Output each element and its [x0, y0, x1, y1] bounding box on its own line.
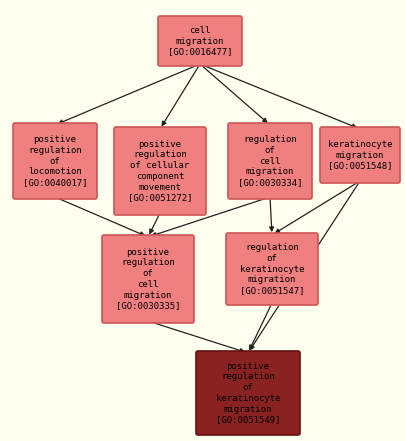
- FancyBboxPatch shape: [102, 235, 194, 323]
- FancyBboxPatch shape: [319, 127, 399, 183]
- Text: regulation
of
cell
migration
[GO:0030334]: regulation of cell migration [GO:0030334…: [237, 135, 301, 187]
- Text: keratinocyte
migration
[GO:0051548]: keratinocyte migration [GO:0051548]: [327, 140, 391, 170]
- FancyBboxPatch shape: [226, 233, 317, 305]
- Text: positive
regulation
of cellular
component
movement
[GO:0051272]: positive regulation of cellular componen…: [128, 140, 192, 202]
- Text: positive
regulation
of
locomotion
[GO:0040017]: positive regulation of locomotion [GO:00…: [23, 135, 87, 187]
- Text: cell
migration
[GO:0016477]: cell migration [GO:0016477]: [167, 26, 232, 56]
- Text: regulation
of
keratinocyte
migration
[GO:0051547]: regulation of keratinocyte migration [GO…: [239, 243, 303, 295]
- Text: positive
regulation
of
cell
migration
[GO:0030335]: positive regulation of cell migration [G…: [115, 248, 180, 310]
- Text: positive
regulation
of
keratinocyte
migration
[GO:0051549]: positive regulation of keratinocyte migr…: [215, 362, 279, 424]
- FancyBboxPatch shape: [228, 123, 311, 199]
- FancyBboxPatch shape: [114, 127, 205, 215]
- FancyBboxPatch shape: [196, 351, 299, 435]
- FancyBboxPatch shape: [158, 16, 241, 66]
- FancyBboxPatch shape: [13, 123, 97, 199]
